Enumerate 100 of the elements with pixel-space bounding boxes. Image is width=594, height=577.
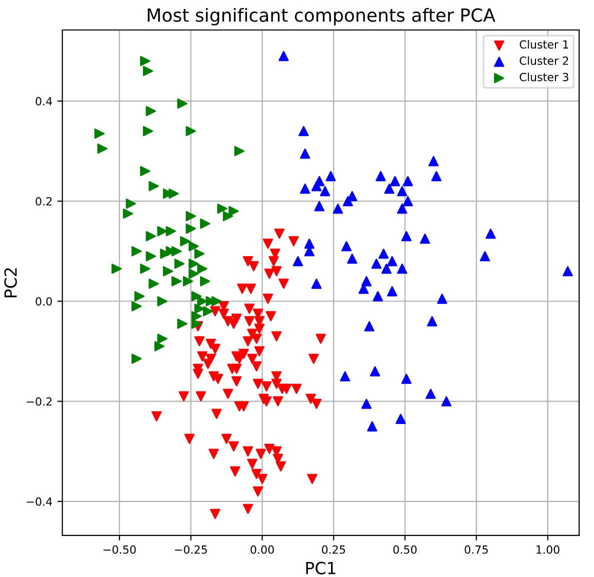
point [132, 301, 142, 312]
point [390, 176, 400, 186]
point [397, 186, 408, 196]
point [381, 264, 392, 274]
point [186, 126, 196, 136]
point [378, 248, 389, 259]
point [292, 256, 304, 266]
point [347, 191, 358, 202]
point [162, 266, 174, 276]
point [174, 258, 185, 269]
legend-label: Cluster 1 [520, 40, 568, 49]
x-tick-label: 0.50 [393, 545, 417, 554]
point [420, 234, 430, 244]
point [180, 236, 190, 246]
point [112, 264, 122, 274]
point [278, 50, 289, 62]
point [441, 396, 452, 406]
point [191, 291, 202, 302]
point [370, 366, 380, 376]
point [367, 421, 378, 432]
point [191, 311, 202, 322]
point [148, 278, 159, 289]
point [168, 188, 179, 199]
point [97, 144, 108, 154]
point [397, 264, 408, 274]
point [364, 321, 374, 332]
point [486, 228, 496, 239]
point [340, 371, 350, 382]
x-tick-label: 0.25 [322, 545, 346, 554]
point [428, 156, 439, 166]
point [140, 264, 150, 274]
point [188, 268, 199, 279]
point [314, 201, 324, 212]
point [197, 296, 208, 306]
point [191, 318, 202, 329]
point [562, 266, 573, 276]
point [387, 286, 398, 296]
legend-label: Cluster 2 [520, 56, 568, 65]
y-tick-label: −0.4 [26, 497, 52, 506]
point [402, 176, 413, 186]
point [427, 316, 438, 326]
y-tick-label: 0.2 [36, 197, 52, 206]
point [300, 148, 310, 159]
point [202, 306, 214, 316]
point [142, 126, 154, 136]
point [197, 264, 208, 274]
point [200, 276, 210, 286]
point [326, 171, 336, 182]
point [166, 226, 176, 236]
point [94, 128, 105, 139]
y-tick-label: 0.4 [36, 97, 52, 106]
point [188, 241, 199, 252]
point [298, 126, 309, 136]
point [376, 171, 386, 182]
point [146, 251, 156, 262]
point [171, 276, 182, 286]
point [384, 184, 394, 194]
point [177, 318, 188, 329]
point [146, 106, 156, 116]
legend-label: Cluster 3 [520, 72, 568, 82]
point [157, 296, 168, 306]
y-tick-label: 0.0 [36, 297, 52, 306]
point [142, 66, 154, 76]
x-tick-label: 1.00 [536, 545, 560, 554]
x-tick-label: −0.25 [175, 545, 207, 554]
point [387, 256, 398, 266]
point [341, 241, 352, 252]
point [396, 414, 406, 424]
point [320, 186, 330, 196]
point [437, 294, 448, 304]
point [304, 238, 314, 249]
point [148, 181, 159, 192]
point [157, 226, 168, 236]
point [154, 341, 165, 352]
point [194, 248, 205, 259]
point [122, 208, 134, 219]
point [140, 166, 150, 176]
point [311, 278, 322, 289]
point [480, 251, 490, 262]
point [211, 296, 222, 306]
point [182, 276, 194, 286]
point [402, 196, 413, 206]
point [217, 204, 228, 214]
point [134, 291, 145, 302]
point [186, 224, 196, 234]
y-tick-label: −0.2 [26, 397, 52, 406]
point [157, 334, 168, 344]
point [361, 276, 372, 286]
point [146, 231, 156, 242]
x-tick-label: 0.75 [464, 545, 488, 554]
point [332, 204, 343, 214]
x-tick-label: −0.50 [104, 545, 136, 554]
y-axis-title: PC2 [4, 268, 17, 298]
point [300, 184, 310, 194]
point [228, 206, 239, 216]
point [401, 374, 412, 384]
point [372, 291, 383, 302]
point [186, 211, 196, 222]
chart-title: Most significant components after PCA [148, 8, 496, 26]
x-tick-label: 0.00 [250, 545, 274, 554]
